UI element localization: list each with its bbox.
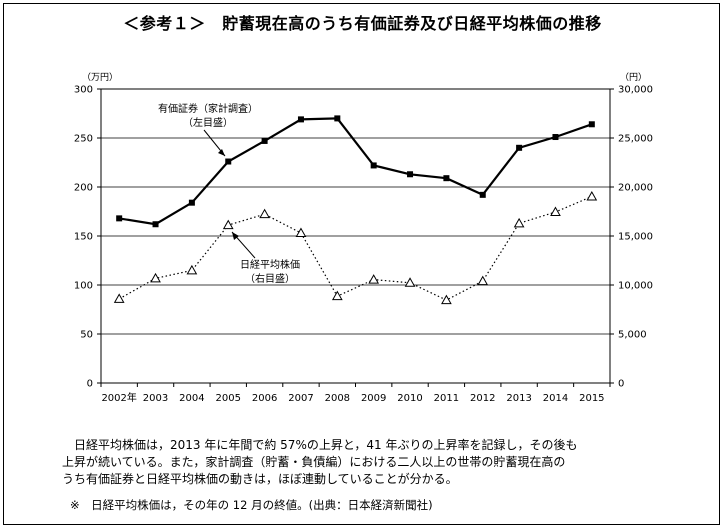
- x-tick-label: 2015: [579, 393, 604, 404]
- left-tick-label: 250: [74, 134, 93, 145]
- data-point-securities: [552, 134, 559, 141]
- x-tick-label: 2003: [143, 393, 168, 404]
- data-point-securities: [407, 171, 414, 178]
- data-point-nikkei: [331, 290, 343, 301]
- x-tick-label: 2008: [325, 393, 350, 404]
- left-tick-label: 300: [74, 85, 93, 96]
- data-point-securities: [588, 121, 595, 128]
- series-line-nikkei: [118, 195, 593, 301]
- series-label-securities: 有価証券（家計調査）: [158, 102, 258, 115]
- left-tick-label: 100: [74, 281, 93, 292]
- data-point-nikkei: [368, 274, 380, 284]
- right-tick-label: 10,000: [618, 281, 653, 292]
- caption-line: 上昇が続いている。また，家計調査（貯蓄・負債編）における二人以上の世帯の貯蓄現在…: [62, 455, 566, 469]
- data-point-nikkei: [441, 294, 452, 305]
- series-label-nikkei-axis: （右目盛）: [245, 272, 295, 285]
- data-point-nikkei: [295, 227, 307, 237]
- chart-frame: [3, 3, 720, 525]
- x-tick-label: 2014: [543, 393, 568, 404]
- data-point-nikkei: [150, 272, 161, 283]
- x-tick-label: 2010: [397, 393, 422, 404]
- x-tick-label: 2004: [179, 393, 204, 404]
- right-tick-label: 30,000: [618, 85, 653, 96]
- caption: 日経平均株価は，2013 年に年間で約 57%の上昇と，41 年ぶりの上昇率を記…: [62, 437, 662, 488]
- right-tick-label: 20,000: [618, 183, 653, 194]
- data-point-securities: [261, 137, 268, 144]
- data-point-securities: [370, 162, 377, 169]
- data-point-nikkei: [113, 293, 125, 303]
- series-line-securities: [119, 117, 593, 226]
- right-tick-label: 5,000: [618, 330, 647, 341]
- x-tick-label: 2005: [216, 393, 241, 404]
- x-tick-label: 2011: [434, 393, 459, 404]
- data-point-securities: [152, 221, 159, 228]
- left-tick-label: 50: [80, 330, 93, 341]
- source-note: ※ 日経平均株価は，その年の 12 月の終値。(出典：日本経済新聞社): [70, 498, 433, 512]
- data-point-securities: [116, 215, 123, 222]
- left-tick-label: 150: [74, 232, 93, 243]
- annotation-arrowhead-securities: [218, 149, 225, 156]
- data-point-securities: [188, 199, 195, 206]
- left-axis-unit: （万円）: [82, 72, 118, 83]
- data-point-nikkei: [513, 217, 525, 228]
- caption-line: うち有価証券と日経平均株価の動きは，ほぼ連動していることが分かる。: [62, 472, 458, 486]
- right-axis-unit: （円）: [620, 72, 647, 83]
- data-point-nikkei: [222, 219, 234, 230]
- x-tick-label: 2006: [252, 393, 277, 404]
- data-point-securities: [297, 116, 304, 123]
- x-tick-label: 2007: [288, 393, 313, 404]
- x-tick-label: 2002年: [101, 391, 136, 404]
- data-point-securities: [516, 144, 523, 151]
- series-label-nikkei: 日経平均株価: [240, 258, 300, 271]
- right-tick-label: 0: [618, 379, 624, 390]
- chart-title: ＜参考１＞ 貯蓄現在高のうち有価証券及び日経平均株価の推移: [123, 14, 602, 33]
- data-point-nikkei: [404, 277, 416, 287]
- left-tick-label: 0: [87, 379, 93, 390]
- right-tick-label: 25,000: [618, 134, 653, 145]
- data-point-nikkei: [477, 275, 489, 286]
- caption-line: 日経平均株価は，2013 年に年間で約 57%の上昇と，41 年ぶりの上昇率を記…: [62, 438, 578, 452]
- data-point-securities: [334, 115, 341, 122]
- x-tick-label: 2009: [361, 393, 386, 404]
- left-tick-label: 200: [74, 183, 93, 194]
- annotation-arrowhead-nikkei: [232, 232, 239, 240]
- data-point-nikkei: [550, 206, 561, 216]
- x-tick-label: 2012: [470, 393, 495, 404]
- data-point-nikkei: [586, 190, 598, 201]
- x-tick-label: 2013: [506, 393, 531, 404]
- series-label-securities-axis: （左目盛）: [183, 116, 233, 129]
- data-point-securities: [225, 158, 232, 165]
- data-point-securities: [443, 175, 450, 182]
- right-tick-label: 15,000: [618, 232, 653, 243]
- data-point-nikkei: [259, 208, 270, 219]
- data-point-nikkei: [186, 264, 198, 275]
- data-point-securities: [479, 191, 486, 198]
